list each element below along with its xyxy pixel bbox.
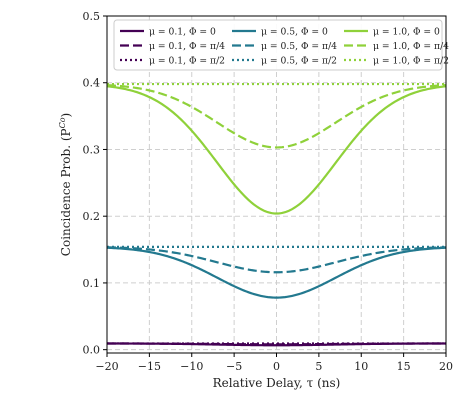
y-tick-label: 0.4 (83, 77, 101, 90)
x-tick-label: −5 (226, 360, 242, 373)
y-tick-label: 0.2 (83, 210, 101, 223)
legend-label: μ = 0.1, Φ = π/4 (149, 41, 225, 52)
series-line (106, 85, 447, 215)
y-axis-label: Coincidence Prob. (PCo) (58, 113, 73, 256)
legend-label: μ = 0.5, Φ = 0 (261, 27, 328, 38)
y-axis-label-close: ) (59, 113, 73, 118)
x-axis-label: Relative Delay, τ (ns) (213, 376, 341, 390)
series-line (106, 246, 447, 299)
legend-label: μ = 1.0, Φ = 0 (373, 27, 440, 38)
series-line (106, 246, 447, 274)
y-tick-label: 0.1 (83, 277, 101, 290)
legend-label: μ = 0.1, Φ = π/2 (149, 56, 225, 67)
x-tick-label: −15 (138, 360, 161, 373)
y-axis-label-superscript: Co (58, 117, 67, 128)
x-tick-label: 0 (273, 360, 280, 373)
legend-label: μ = 1.0, Φ = π/4 (373, 41, 449, 52)
legend-label: μ = 0.5, Φ = π/2 (261, 56, 337, 67)
legend-label: μ = 0.1, Φ = 0 (149, 27, 216, 38)
x-tick-label: 15 (397, 360, 411, 373)
y-axis-label-main: Coincidence Prob. (P (59, 128, 73, 256)
x-tick-label: 20 (439, 360, 453, 373)
series-lines (106, 82, 447, 347)
x-tick-label: −10 (180, 360, 203, 373)
x-tick-label: 5 (315, 360, 322, 373)
x-tick-label: 10 (354, 360, 368, 373)
y-tick-label: 0.0 (83, 344, 101, 357)
axis-ticks: −20 −15 −10 −5 0 5 10 15 20 0.0 0.1 0.2 0.3 0.4 0.5 (83, 10, 454, 373)
legend-label: μ = 0.5, Φ = π/4 (261, 41, 337, 52)
x-tick-label: −20 (95, 360, 118, 373)
legend-box (113, 19, 443, 71)
y-tick-label: 0.3 (83, 143, 101, 156)
y-tick-label: 0.5 (83, 10, 101, 23)
legend-label: μ = 1.0, Φ = π/2 (373, 56, 449, 67)
legend: μ = 0.1, Φ = 0 μ = 0.1, Φ = π/4 μ = 0.1, Φ… (113, 19, 449, 71)
series-line (106, 84, 447, 149)
